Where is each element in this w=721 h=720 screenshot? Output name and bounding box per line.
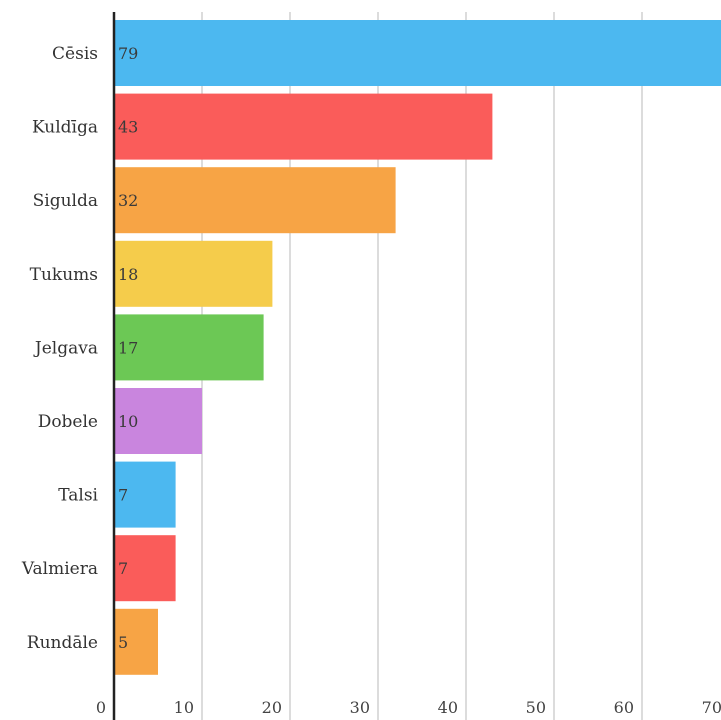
category-label: Jelgava xyxy=(33,338,98,358)
x-tick-label: 30 xyxy=(350,698,370,717)
category-label: Sigulda xyxy=(33,191,98,211)
bar xyxy=(114,93,493,160)
category-label: Dobele xyxy=(38,412,98,432)
category-label: Valmiera xyxy=(21,559,98,579)
x-tick-label: 0 xyxy=(96,698,106,717)
x-tick-label: 60 xyxy=(614,698,634,717)
data-label: 79 xyxy=(118,44,138,63)
data-label: 7 xyxy=(118,559,128,578)
data-label: 32 xyxy=(118,191,138,210)
data-label: 17 xyxy=(118,338,138,357)
data-label: 5 xyxy=(118,633,128,652)
bar xyxy=(114,240,273,307)
bar xyxy=(114,314,264,381)
x-tick-label: 50 xyxy=(526,698,546,717)
category-label: Talsi xyxy=(58,486,98,506)
category-label: Rundāle xyxy=(27,633,98,653)
data-label: 10 xyxy=(118,412,138,431)
x-tick-labels: 0 10 20 30 40 50 60 70 xyxy=(96,698,721,717)
bar xyxy=(114,535,176,602)
bar xyxy=(114,20,721,86)
data-label: 43 xyxy=(118,118,138,137)
x-tick-label: 70 xyxy=(702,698,721,717)
category-label: Kuldīga xyxy=(32,118,98,138)
value-labels: 79 43 32 18 17 10 7 7 5 xyxy=(118,44,138,652)
x-tick-label: 40 xyxy=(438,698,458,717)
category-labels: Cēsis Kuldīga Sigulda Tukums Jelgava Dobele Ta… xyxy=(21,44,99,653)
category-label: Cēsis xyxy=(52,44,98,64)
data-label: 7 xyxy=(118,486,128,505)
bar xyxy=(114,608,158,675)
x-tick-label: 10 xyxy=(174,698,194,717)
bar xyxy=(114,461,176,528)
data-label: 18 xyxy=(118,265,138,284)
bar xyxy=(114,167,396,234)
bar xyxy=(114,388,202,454)
category-label: Tukums xyxy=(30,265,98,285)
x-tick-label: 20 xyxy=(262,698,282,717)
bars xyxy=(114,20,721,675)
